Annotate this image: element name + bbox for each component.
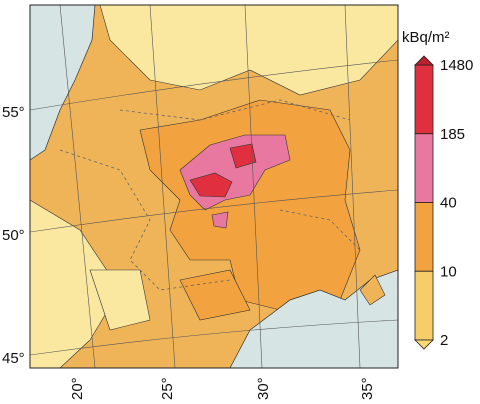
longitude-label: 30° — [255, 377, 272, 400]
low-zone — [99, 5, 398, 96]
colorbar-label: 1480 — [440, 57, 473, 74]
low-zone — [30, 199, 121, 368]
baltic-sea — [30, 5, 96, 161]
colorbar-segment — [414, 202, 434, 272]
high-zone — [211, 211, 229, 229]
borders — [59, 99, 361, 291]
low-zone — [89, 269, 151, 331]
map-area — [30, 5, 398, 368]
colorbar-segment — [414, 270, 434, 341]
colorbar-label: 10 — [440, 263, 457, 280]
colorbar-over — [414, 55, 434, 66]
colorbar-under — [414, 339, 434, 350]
latitude-label: 50° — [2, 227, 25, 244]
crimea — [359, 274, 386, 306]
longitude-label: 20° — [69, 377, 86, 400]
colorbar-segment — [414, 133, 434, 203]
latitude-label: 45° — [2, 350, 25, 367]
very-high-zone — [229, 143, 257, 169]
graticule — [30, 5, 398, 368]
unit-label: kBq/m² — [402, 29, 450, 46]
longitude-label: 35° — [359, 377, 376, 400]
latitude-label: 55° — [2, 104, 25, 121]
colorbar-label: 40 — [440, 195, 457, 212]
very-high-zone — [189, 172, 233, 198]
black-sea — [229, 269, 398, 368]
medium-zone — [179, 269, 251, 321]
longitude-label: 25° — [159, 377, 176, 400]
colorbar-label: 185 — [440, 126, 465, 143]
colorbar-segment — [414, 64, 434, 135]
colorbar-label: 2 — [440, 332, 448, 349]
map-frame — [29, 4, 399, 369]
